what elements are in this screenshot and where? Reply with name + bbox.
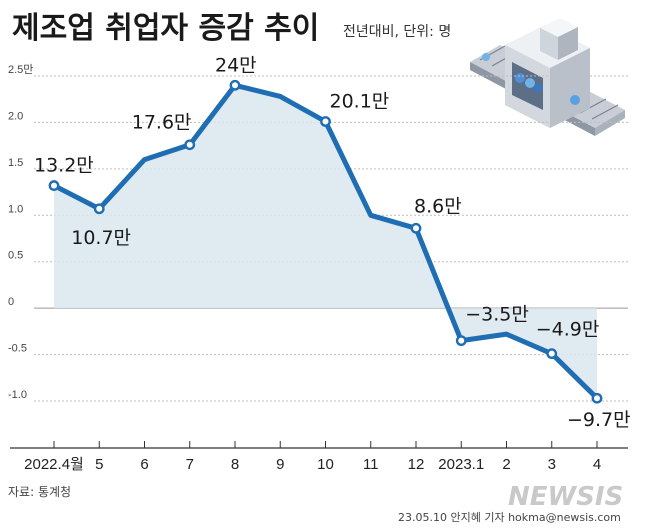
data-label: −9.7만 [567, 409, 631, 431]
x-tick-label: 9 [276, 456, 284, 473]
x-tick-label: 10 [317, 456, 334, 473]
data-point [93, 203, 105, 215]
factory-conveyor-illustration-icon [470, 18, 625, 136]
credit-line: 23.05.10 안지혜 기자 hokma@newsis.com [398, 511, 621, 524]
data-point [229, 79, 241, 91]
data-label: 10.7만 [71, 227, 131, 249]
x-tick-label: 8 [231, 456, 239, 473]
data-point [591, 392, 603, 404]
x-tick-label: 4 [593, 456, 601, 473]
x-tick-label: 2022.4월 [24, 456, 84, 473]
y-axis-labels: 2.5만 2.0 1.5 1.0 0.5 0 -0.5 -1.0 [8, 63, 33, 401]
x-tick-label: 12 [408, 456, 425, 473]
page-title: 제조업 취업자 증감 추이 [12, 11, 319, 46]
area-fill [54, 85, 597, 399]
y-tick-label: 2.5만 [8, 63, 33, 76]
y-tick-label: -0.5 [8, 343, 27, 355]
y-tick-label: 0 [8, 296, 14, 308]
watermark: NEWSIS [508, 482, 623, 512]
x-tick-label: 2023.1 [438, 456, 484, 473]
x-tick-label: 3 [548, 456, 556, 473]
data-point [320, 116, 331, 127]
data-label: 17.6만 [132, 112, 192, 134]
x-tick-label: 7 [186, 456, 194, 473]
data-label: −3.5만 [465, 304, 529, 326]
y-tick-label: 1.5 [8, 157, 23, 169]
source-note: 자료: 통계청 [8, 485, 71, 499]
data-label: 24만 [215, 54, 257, 76]
data-label: 13.2만 [34, 155, 94, 177]
chart-area-fill [54, 85, 597, 399]
data-label: −4.9만 [536, 319, 600, 341]
chart-points [48, 79, 603, 404]
data-point [410, 222, 422, 234]
y-tick-label: 2.0 [8, 110, 23, 122]
data-labels: 13.2만 10.7만 17.6만 24만 20.1만 8.6만 −3.5만 −4.9만 −9.… [34, 54, 631, 431]
x-tick-label: 2 [502, 456, 510, 473]
x-tick-label: 11 [363, 456, 379, 473]
y-tick-label: 1.0 [8, 203, 23, 215]
data-label: 8.6만 [414, 195, 462, 217]
x-tick-label: 6 [140, 456, 148, 473]
y-tick-label: -1.0 [8, 389, 27, 401]
data-label: 20.1만 [330, 91, 390, 113]
data-point [546, 348, 558, 360]
x-axis-labels: 2022.4월 5 6 7 8 9 10 11 12 2023.1 2 3 4 [24, 441, 601, 473]
chart-subtitle: 전년대비, 단위: 명 [343, 24, 451, 40]
y-tick-label: 0.5 [8, 250, 23, 262]
x-tick-label: 5 [95, 456, 103, 473]
data-point [48, 180, 60, 191]
data-point [184, 139, 196, 151]
data-point [455, 335, 467, 347]
